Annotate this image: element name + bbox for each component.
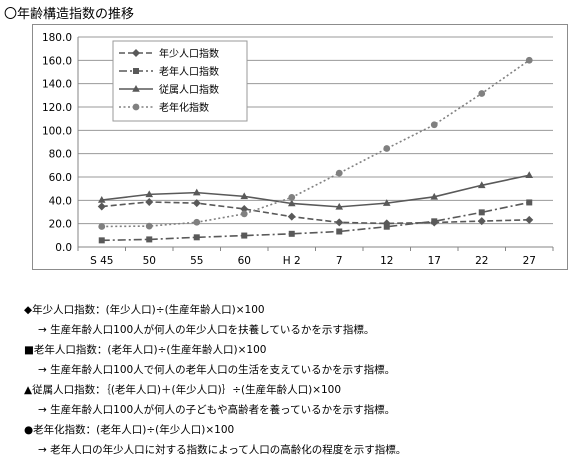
x-tick-label: 55 — [190, 255, 203, 267]
legend-marker-elderly — [133, 68, 139, 74]
data-point-youth — [335, 218, 344, 227]
data-point-elderly — [98, 237, 105, 244]
y-tick-label: 80.0 — [49, 149, 72, 161]
data-point-dependency — [192, 188, 201, 196]
note-dependency-index: ▲従属人口指数：｛(老年人口)＋(年少人口)｝÷(生産年齢人口)×100 — [24, 384, 342, 396]
data-point-youth — [240, 204, 249, 213]
x-tick-label: 12 — [380, 255, 393, 267]
data-point-dependency — [287, 199, 296, 207]
y-tick-label: 120.0 — [42, 102, 72, 114]
y-tick-label: 100.0 — [42, 125, 72, 137]
x-tick-label: 60 — [238, 255, 251, 267]
data-point-aging — [288, 194, 296, 201]
data-point-youth — [477, 217, 486, 226]
data-point-youth — [525, 215, 534, 224]
note-youth-index-desc: → 生産年齢人口100人が何人の年少人口を扶養しているかを示す指標。 — [38, 324, 375, 336]
data-point-dependency — [335, 202, 344, 210]
data-point-elderly — [193, 234, 200, 241]
note-dependency-index-desc: → 生産年齢人口100人が何人の子どもや高齢者を養っているかを示す指標。 — [38, 404, 396, 416]
data-point-aging — [478, 90, 486, 97]
data-point-dependency — [430, 192, 439, 200]
x-tick-label: S 45 — [90, 255, 113, 267]
note-aging-index: ●老年化指数：(老年人口)÷(年少人口)×100 — [24, 424, 235, 436]
data-point-youth — [145, 197, 154, 206]
data-point-youth — [97, 202, 106, 211]
x-tick-label: 7 — [336, 255, 343, 267]
series-line-dependency — [101, 174, 530, 208]
data-point-aging — [98, 223, 106, 230]
data-point-aging — [145, 222, 153, 230]
legend-marker-youth — [132, 49, 140, 57]
line-chart: 0.0 20.0 40.0 60.0 80.0 100.0 120.0 140.0 160.0 1… — [42, 32, 554, 267]
data-point-dependency — [477, 181, 486, 189]
data-point-youth — [287, 212, 296, 221]
x-tick-label: 27 — [523, 255, 536, 267]
data-point-dependency — [145, 190, 154, 198]
data-point-aging — [335, 169, 343, 177]
data-point-dependency — [525, 171, 534, 179]
data-point-dependency — [382, 199, 391, 206]
x-tick-label: 22 — [475, 255, 488, 267]
chart-frame: 0.0 20.0 40.0 60.0 80.0 100.0 120.0 140.0 160.0 1… — [32, 24, 568, 270]
y-tick-label: 20.0 — [49, 219, 72, 231]
legend-label-youth: 年少人口指数 — [159, 47, 219, 60]
data-point-aging — [430, 121, 438, 129]
data-point-dependency — [240, 192, 249, 200]
legend-label-aging: 老年化指数 — [159, 101, 209, 114]
note-aging-index-desc: → 老年人口の年少人口に対する指数によって人口の高齢化の程度を示す指標。 — [38, 444, 407, 456]
data-point-elderly — [478, 209, 485, 216]
data-point-aging — [525, 56, 533, 64]
index-notes: ◆年少人口指数：(年少人口)÷(生産年齢人口)×100 → 生産年齢人口100人… — [24, 300, 564, 460]
series-line-elderly — [101, 201, 530, 242]
data-point-aging — [383, 145, 391, 152]
data-point-elderly — [241, 232, 248, 239]
data-point-aging — [193, 218, 201, 226]
y-tick-label: 60.0 — [49, 172, 72, 184]
legend-marker-aging — [132, 103, 140, 111]
y-tick-label: 160.0 — [42, 55, 72, 67]
data-point-dependency — [97, 195, 106, 203]
data-point-elderly — [383, 223, 390, 230]
note-youth-index: ◆年少人口指数：(年少人口)÷(生産年齢人口)×100 — [24, 304, 265, 316]
legend-label-elderly: 老年人口指数 — [159, 65, 219, 78]
x-tick-label: 50 — [143, 255, 156, 267]
data-point-elderly — [146, 236, 153, 243]
y-tick-label: 140.0 — [42, 79, 72, 91]
data-point-youth — [192, 199, 201, 208]
y-tick-label: 0.0 — [55, 242, 72, 254]
x-tick-label: 17 — [428, 255, 441, 267]
data-point-elderly — [526, 199, 533, 206]
data-point-elderly — [431, 218, 438, 225]
legend-marker-dependency — [132, 85, 140, 92]
legend-label-dependency: 従属人口指数 — [159, 83, 219, 96]
page-title: 〇年齢構造指数の推移 — [4, 7, 135, 22]
y-tick-label: 180.0 — [42, 32, 72, 44]
y-tick-label: 40.0 — [49, 195, 72, 207]
data-point-elderly — [336, 228, 343, 235]
note-elderly-index-desc: → 生産年齢人口100人で何人の老年人口の生活を支えているかを示す指標。 — [38, 364, 396, 376]
note-elderly-index: ■老年人口指数：(老年人口)÷(生産年齢人口)×100 — [24, 344, 267, 356]
data-point-elderly — [288, 230, 295, 237]
data-point-aging — [240, 210, 248, 218]
x-tick-label: H 2 — [283, 255, 301, 267]
